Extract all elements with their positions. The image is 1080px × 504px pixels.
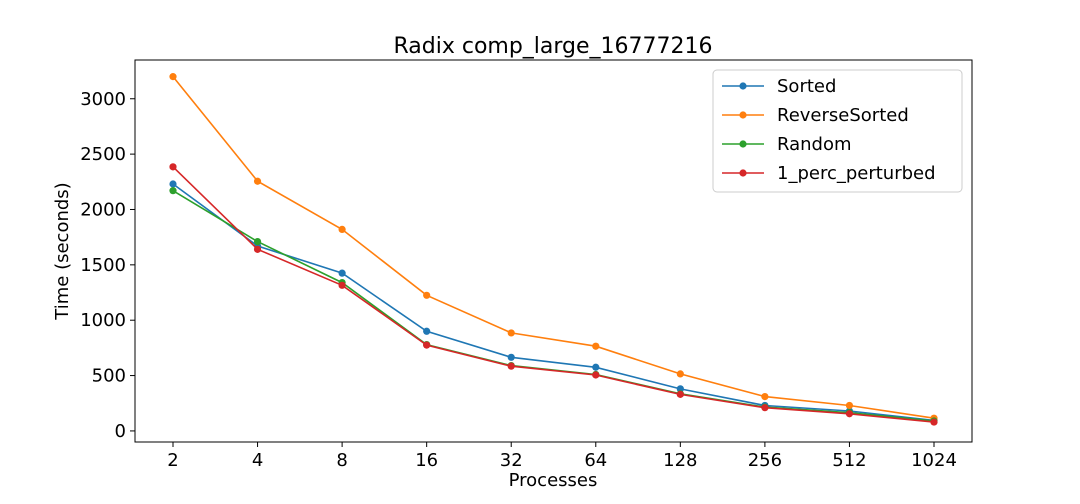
x-axis-label: Processes [509, 470, 598, 491]
legend-marker-1-perc-perturbed [739, 169, 747, 177]
x-tick-label: 2 [167, 450, 178, 471]
data-point-random [253, 237, 262, 246]
series-layer [169, 73, 938, 426]
x-tick-label: 32 [500, 450, 523, 471]
data-point-reversesorted [338, 225, 346, 234]
x-tick-label: 64 [584, 450, 607, 471]
y-tick-label: 2500 [80, 144, 126, 165]
series-line-sorted [172, 183, 935, 422]
series-line-random [172, 190, 935, 422]
data-point-1-perc-perturbed [338, 281, 346, 289]
x-tick-label: 256 [748, 450, 782, 471]
data-point-reversesorted [169, 73, 177, 81]
x-tick-label: 1024 [911, 450, 957, 471]
x-tick-label: 8 [336, 450, 347, 471]
data-point-1-perc-perturbed [423, 341, 431, 349]
data-point-reversesorted [423, 291, 431, 299]
data-point-1-perc-perturbed [253, 245, 262, 253]
legend-box [712, 69, 963, 193]
data-point-1-perc-perturbed [592, 371, 600, 379]
y-axis: 0 500 1000 1500 2000 2500 3000 [80, 89, 135, 442]
x-tick-label: 4 [252, 450, 263, 471]
chart-title: Radix comp_large_16777216 [393, 34, 712, 59]
x-tick-label: 16 [415, 450, 438, 471]
x-tick-label: 128 [663, 450, 697, 471]
y-tick-label: 0 [115, 421, 126, 442]
legend-marker-reversesorted [739, 111, 747, 119]
x-tick-label: 512 [832, 450, 866, 471]
plot-area [134, 59, 973, 443]
data-point-sorted [169, 180, 177, 188]
data-point-sorted [592, 363, 600, 371]
y-tick-label: 2000 [80, 199, 126, 220]
y-tick-label: 1000 [80, 310, 126, 331]
legend-label-reversesorted: ReverseSorted [777, 105, 909, 126]
y-tick-label: 500 [92, 366, 126, 387]
series-line-1-perc-perturbed [172, 166, 935, 423]
data-point-sorted [338, 269, 346, 277]
series-line-reversesorted [172, 76, 935, 419]
x-axis: 2 4 8 16 32 64 128 256 512 1024 [167, 442, 957, 471]
legend-label-sorted: Sorted [777, 76, 836, 97]
data-point-reversesorted [592, 342, 600, 350]
data-point-sorted [507, 353, 515, 361]
data-point-reversesorted [676, 370, 684, 378]
legend-label-random: Random [777, 134, 852, 155]
data-point-1-perc-perturbed [845, 410, 854, 418]
data-point-1-perc-perturbed [169, 163, 177, 171]
data-point-random [169, 187, 177, 195]
legend-marker-random [739, 140, 747, 148]
legend-marker-sorted [739, 82, 747, 90]
y-tick-label: 1500 [80, 255, 126, 276]
legend: Sorted ReverseSorted Random 1_perc_perturbe… [712, 69, 963, 193]
data-point-1-perc-perturbed [761, 404, 769, 412]
legend-label-1-perc-perturbed: 1_perc_perturbed [777, 163, 936, 184]
data-point-reversesorted [253, 177, 262, 185]
data-point-sorted [676, 385, 684, 393]
y-axis-label: Time (seconds) [52, 182, 73, 320]
y-tick-label: 3000 [80, 89, 126, 110]
data-point-reversesorted [507, 329, 515, 337]
data-point-reversesorted [761, 393, 769, 401]
data-point-reversesorted [845, 401, 854, 410]
data-point-1-perc-perturbed [507, 362, 515, 370]
data-point-1-perc-perturbed [930, 418, 938, 426]
data-point-sorted [423, 327, 431, 335]
data-point-1-perc-perturbed [676, 390, 684, 398]
